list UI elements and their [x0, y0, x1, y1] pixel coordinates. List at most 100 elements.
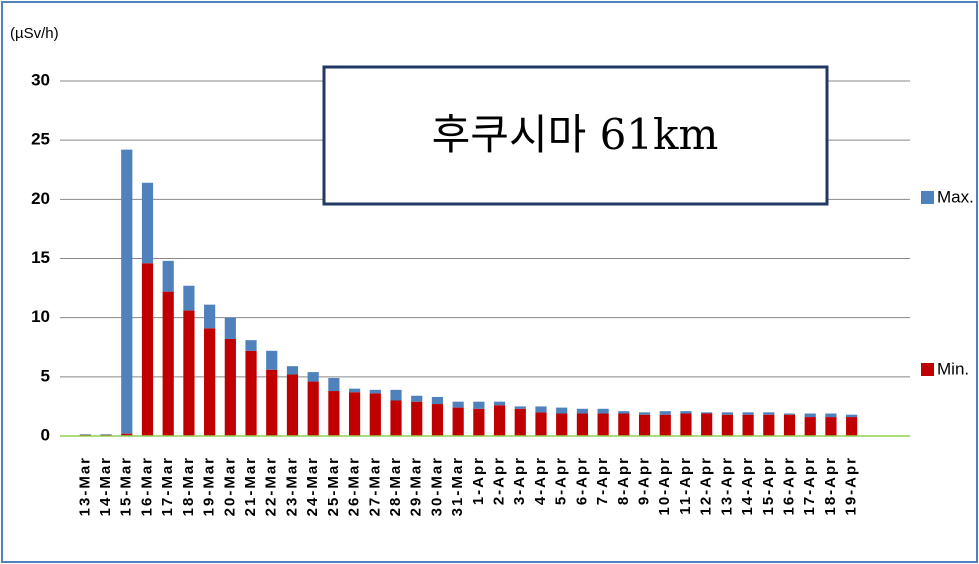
bar-segment — [204, 328, 216, 436]
bar-segment — [556, 407, 568, 414]
bar-segment — [618, 411, 630, 414]
y-tick-label: 5 — [41, 366, 50, 385]
x-tick-label: 17-Apr — [801, 456, 818, 516]
bar-segment — [535, 406, 547, 413]
y-tick-label: 10 — [31, 307, 50, 326]
bar-segment — [597, 413, 609, 436]
bar-segment — [701, 413, 713, 436]
bar-segment — [204, 304, 216, 329]
x-tick-label: 21-Mar — [242, 456, 259, 516]
x-tick-label: 20-Mar — [221, 456, 238, 516]
legend-label: Max. — [937, 187, 974, 206]
bar-segment — [121, 149, 133, 434]
bar-segment — [183, 310, 195, 436]
bar-segment — [514, 406, 526, 409]
bar-segment — [162, 260, 174, 292]
x-tick-label: 6-Apr — [573, 456, 590, 505]
x-tick-label: 16-Apr — [780, 456, 797, 516]
x-tick-label: 1-Apr — [470, 456, 487, 505]
bar-segment — [618, 413, 630, 436]
x-tick-label: 15-Apr — [760, 456, 777, 516]
bar-segment — [804, 417, 816, 436]
bar-segment — [390, 400, 402, 436]
bar-segment — [680, 413, 692, 436]
bar-segment — [701, 412, 713, 414]
bar-segment — [266, 369, 278, 436]
x-tick-label: 9-Apr — [636, 456, 653, 505]
bar-segment — [763, 412, 775, 415]
bar-segment — [452, 401, 464, 408]
bar-segment — [846, 414, 858, 418]
x-tick-label: 18-Apr — [822, 456, 839, 516]
bar-segment — [369, 389, 381, 394]
legend-swatch — [921, 191, 934, 204]
bar-segment — [556, 413, 568, 436]
x-tick-label: 8-Apr — [615, 456, 632, 505]
x-tick-label: 12-Apr — [698, 456, 715, 516]
y-axis-label: (µSv/h) — [10, 25, 59, 42]
y-tick-label: 0 — [41, 425, 50, 444]
bar-segment — [411, 395, 423, 402]
y-tick-label: 20 — [31, 189, 50, 208]
bar-segment — [825, 417, 837, 436]
bar-segment — [79, 434, 91, 435]
x-tick-label: 23-Mar — [283, 456, 300, 516]
bar-segment — [638, 412, 651, 415]
bar-segment — [783, 413, 796, 415]
bar-segment — [659, 411, 671, 415]
x-tick-label: 30-Mar — [428, 456, 445, 516]
annotation-box — [322, 65, 829, 206]
x-tick-label: 31-Mar — [449, 456, 466, 516]
bar-segment — [431, 396, 444, 405]
y-tick-label: 30 — [31, 70, 50, 89]
bar-segment — [286, 374, 299, 436]
bar-segment — [742, 412, 754, 415]
bar-segment — [183, 285, 195, 311]
bar-segment — [349, 388, 361, 393]
x-tick-label: 14-Mar — [97, 456, 114, 516]
bar-segment — [576, 413, 588, 436]
bar-segment — [659, 414, 671, 436]
x-tick-label: 13-Apr — [718, 456, 735, 516]
bar-segment — [121, 433, 133, 436]
bar-segment — [680, 411, 692, 414]
annotation: 후쿠시마 61km — [432, 110, 719, 159]
bar-segment — [307, 372, 319, 382]
bar-segment — [535, 412, 547, 436]
legend-label: Min. — [937, 359, 969, 378]
x-tick-label: 25-Mar — [325, 456, 342, 516]
x-tick-label: 3-Apr — [511, 456, 528, 505]
x-tick-label: 4-Apr — [532, 456, 549, 505]
bar-segment — [514, 408, 526, 436]
x-tick-label: 14-Apr — [739, 456, 756, 516]
x-tick-label: 18-Mar — [180, 456, 197, 516]
bar-segment — [224, 317, 236, 339]
bar-segment — [846, 417, 858, 436]
bar-segment — [452, 407, 464, 436]
x-tick-label: 26-Mar — [346, 456, 363, 516]
bar-segment — [825, 413, 837, 418]
x-tick-label: 19-Apr — [843, 456, 860, 516]
x-tick-label: 2-Apr — [491, 456, 508, 505]
bar-segment — [597, 408, 609, 414]
x-tick-label: 10-Apr — [656, 456, 673, 516]
x-tick-label: 17-Mar — [159, 456, 176, 516]
x-tick-label: 29-Mar — [408, 456, 425, 516]
bar-segment — [100, 434, 112, 435]
x-tick-label: 28-Mar — [387, 456, 404, 516]
y-tick-label: 15 — [31, 248, 50, 267]
x-tick-label: 13-Mar — [76, 456, 93, 516]
bar-segment — [307, 381, 319, 436]
bar-segment — [349, 392, 361, 436]
x-tick-label: 24-Mar — [304, 456, 321, 516]
y-tick-label: 25 — [31, 130, 50, 149]
bar-segment — [763, 414, 775, 436]
bar-segment — [390, 389, 402, 401]
bar-segment — [141, 182, 154, 264]
bar-segment — [473, 401, 485, 409]
legend-swatch — [921, 363, 934, 376]
bar-segment — [328, 378, 340, 392]
bar-segment — [411, 401, 423, 436]
bar-segment — [286, 366, 299, 375]
